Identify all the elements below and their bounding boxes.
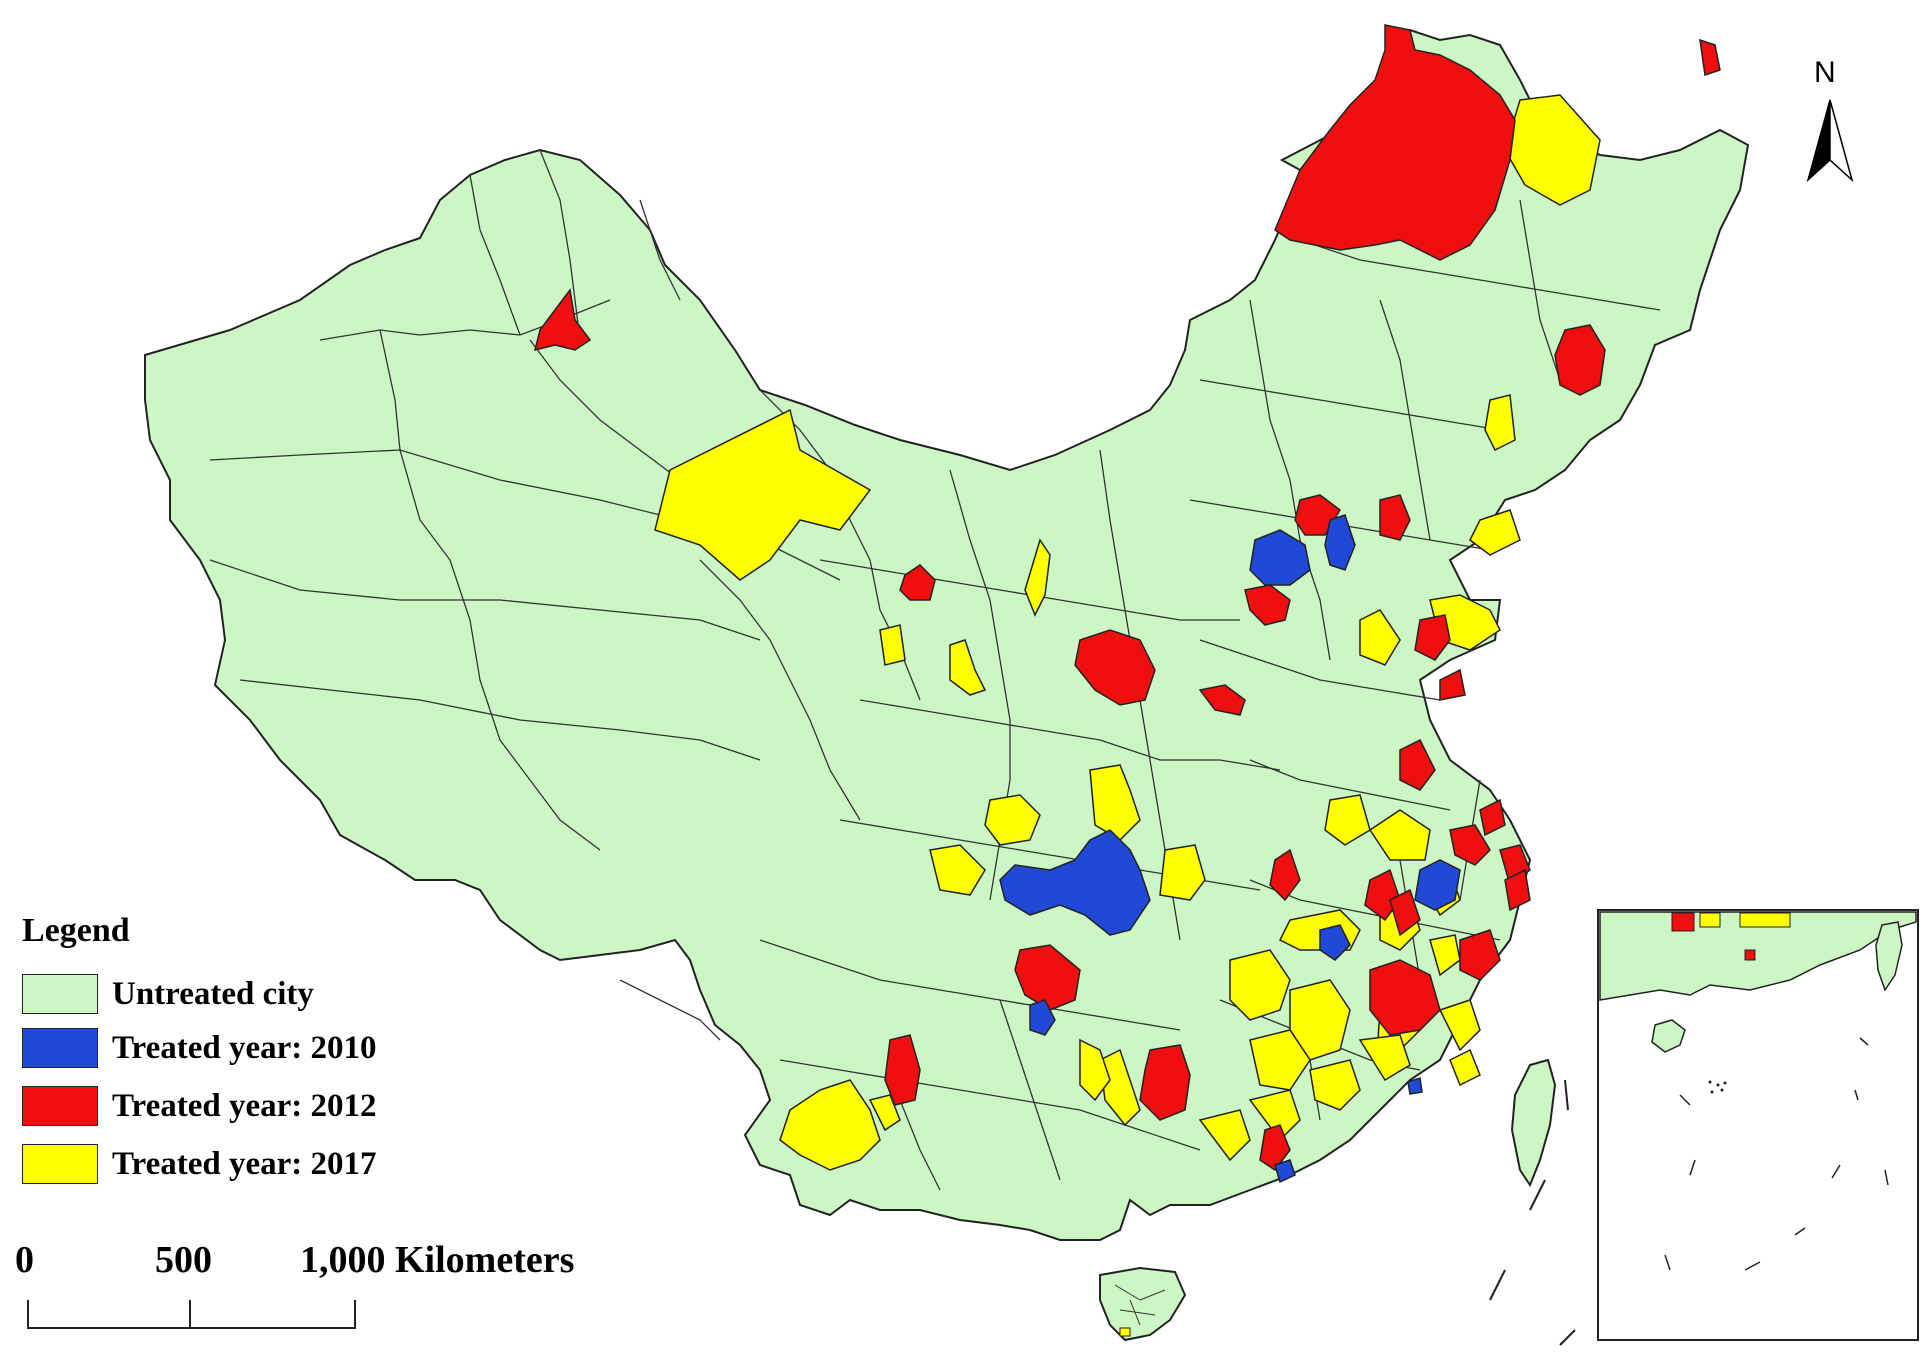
mainland-china bbox=[144, 28, 1750, 1241]
scale-label-1000: 1,000 Kilometers bbox=[300, 1239, 575, 1281]
legend-item-2010: Treated year: 2010 bbox=[22, 1026, 377, 1070]
sea-boundary-marks bbox=[1489, 1079, 1576, 1346]
legend-item-2017: Treated year: 2017 bbox=[22, 1142, 377, 1186]
north-arrow-icon bbox=[1806, 99, 1854, 183]
treated-2010-regions bbox=[999, 514, 1461, 1184]
legend-swatch-untreated bbox=[22, 974, 98, 1014]
hainan-region-2017 bbox=[1119, 1327, 1131, 1337]
legend-title: Legend bbox=[22, 912, 130, 949]
legend-swatch-2012 bbox=[22, 1086, 98, 1126]
legend-label-2012: Treated year: 2012 bbox=[112, 1087, 377, 1124]
north-label: N bbox=[1814, 56, 1836, 89]
legend-label-2017: Treated year: 2017 bbox=[112, 1145, 377, 1182]
legend-swatch-2017 bbox=[22, 1144, 98, 1184]
scale-label-500: 500 bbox=[155, 1239, 212, 1281]
legend-item-2012: Treated year: 2012 bbox=[22, 1084, 377, 1128]
hainan-borders bbox=[1114, 1284, 1166, 1326]
scale-bar bbox=[27, 1300, 356, 1329]
legend-label-untreated: Untreated city bbox=[112, 975, 314, 1012]
south-china-sea-inset bbox=[1597, 909, 1919, 1341]
legend-item-untreated: Untreated city bbox=[22, 972, 314, 1016]
taiwan-island bbox=[1510, 1058, 1557, 1188]
treated-2012-regions bbox=[533, 24, 1786, 1172]
legend-swatch-2010 bbox=[22, 1028, 98, 1068]
legend-label-2010: Treated year: 2010 bbox=[112, 1029, 377, 1066]
hainan-island bbox=[1099, 1266, 1187, 1342]
scale-label-0: 0 bbox=[15, 1239, 34, 1281]
